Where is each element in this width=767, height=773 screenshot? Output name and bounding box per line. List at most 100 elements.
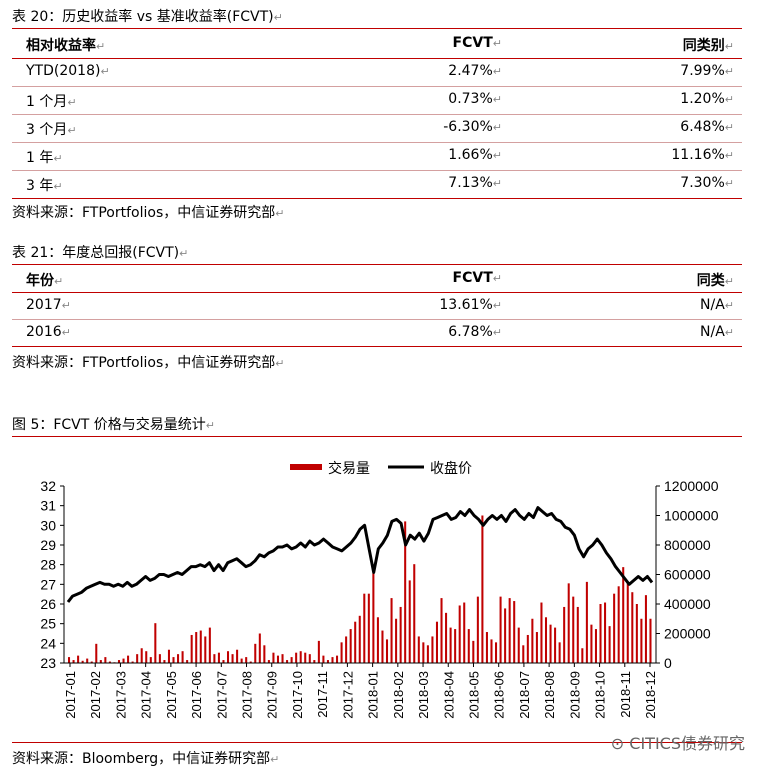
- table21-header-col3: 同类↵: [696, 273, 734, 289]
- volume-bar: [445, 612, 448, 663]
- volume-bar: [181, 651, 184, 663]
- table21-row: 2016↵ 6.78%↵ N/A↵: [12, 320, 742, 348]
- volume-bar: [644, 595, 647, 663]
- volume-bar: [127, 655, 130, 663]
- table20-caption: 表 20：历史收益率 vs 基准收益率(FCVT)↵: [12, 9, 283, 25]
- volume-bar: [517, 627, 520, 663]
- volume-bar: [381, 630, 384, 663]
- volume-bar: [604, 602, 607, 663]
- volume-bar: [399, 606, 402, 663]
- volume-bar: [304, 652, 307, 663]
- figure5-top-rule: [12, 436, 742, 437]
- volume-bar: [199, 630, 202, 663]
- volume-bar: [585, 581, 588, 663]
- table21-header-col2: FCVT↵: [452, 270, 502, 286]
- x-tick-label: 2018-01: [366, 671, 381, 719]
- volume-bar: [426, 645, 429, 663]
- volume-bar: [163, 660, 166, 663]
- volume-bar: [354, 621, 357, 663]
- volume-bar: [149, 657, 152, 663]
- volume-bar: [86, 658, 89, 663]
- left-tick-label: 30: [40, 517, 56, 533]
- table21-top-rule: [12, 264, 742, 265]
- volume-bar: [190, 634, 193, 663]
- volume-bar: [563, 606, 566, 663]
- table20-row-rule: [12, 198, 742, 199]
- volume-bar: [613, 593, 616, 663]
- x-tick-label: 2018-10: [593, 671, 608, 719]
- table20-cell-col3: 1.20%↵: [680, 91, 734, 107]
- table20-cell-col1: 1 年↵: [26, 150, 63, 166]
- left-tick-label: 23: [40, 655, 56, 671]
- left-tick-label: 27: [40, 576, 56, 592]
- volume-bar: [417, 636, 420, 663]
- volume-bar: [136, 654, 139, 663]
- volume-bar: [594, 629, 597, 663]
- volume-bar: [122, 658, 125, 663]
- price-line-group: [66, 506, 654, 603]
- right-tick-label: 200000: [664, 626, 711, 642]
- volume-bar: [390, 598, 393, 663]
- volume-bar: [276, 655, 280, 663]
- volume-bar: [308, 654, 311, 663]
- right-tick-label: 0: [664, 655, 672, 671]
- chart-axes: 23 24 25 26 27 28 29 30 31 32 0 200000 400000 600000 8…: [40, 478, 718, 719]
- volume-bar: [558, 642, 561, 663]
- right-tick-label: 600000: [664, 567, 711, 583]
- volume-bar: [177, 654, 180, 663]
- volume-bar: [81, 660, 84, 663]
- volume-bar: [131, 661, 134, 663]
- table21-cell-col3: N/A↵: [700, 324, 734, 340]
- volume-bar: [331, 657, 334, 663]
- table21-header-rule: [12, 292, 742, 293]
- volume-bar: [72, 660, 75, 663]
- volume-bar: [549, 624, 552, 663]
- table20-cell-col2: 0.73%↵: [448, 91, 502, 107]
- volume-bar: [463, 602, 466, 663]
- x-tick-label: 2018-08: [542, 671, 557, 719]
- table20-row-rule: [12, 170, 742, 171]
- table20-source: 资料来源：FTPortfolios，中信证券研究部↵: [12, 205, 285, 221]
- volume-bar: [299, 651, 302, 663]
- x-tick-label: 2017-12: [340, 671, 355, 719]
- table20-cell-col1: 3 年↵: [26, 178, 63, 194]
- volume-bar: [508, 598, 511, 663]
- table20-cell-col2: -6.30%↵: [443, 119, 502, 135]
- volume-bar: [208, 627, 211, 663]
- table20-cell-col3: 11.16%↵: [671, 147, 734, 163]
- table20-cell-col1: 3 个月↵: [26, 122, 77, 138]
- table21-source: 资料来源：FTPortfolios，中信证券研究部↵: [12, 355, 285, 371]
- legend-price-label: 收盘价: [430, 460, 472, 477]
- x-tick-label: 2018-06: [492, 671, 507, 719]
- volume-bar: [90, 661, 93, 663]
- volume-bar: [472, 640, 475, 663]
- x-tick-label: 2018-07: [517, 671, 532, 719]
- volume-bar: [349, 629, 352, 663]
- right-tick-label: 800000: [664, 537, 711, 553]
- volume-bar: [413, 564, 416, 663]
- volume-bar: [217, 652, 220, 663]
- volume-bar: [408, 580, 411, 663]
- x-tick-label: 2017-05: [164, 671, 179, 719]
- volume-bar: [367, 593, 370, 663]
- x-tick-label: 2017-07: [214, 671, 229, 719]
- table20-cell-col2: 2.47%↵: [448, 63, 502, 79]
- x-tick-label: 2017-03: [113, 671, 128, 719]
- volume-bar: [422, 642, 425, 663]
- volume-bar: [626, 581, 629, 663]
- wechat-icon: ⊙: [610, 734, 630, 753]
- legend-volume-swatch: [290, 464, 322, 470]
- volume-bar: [326, 660, 329, 663]
- table20-cell-col3: 7.30%↵: [680, 175, 734, 191]
- table20-header-col1: 相对收益率↵: [26, 38, 106, 54]
- volume-bar: [99, 660, 102, 663]
- volume-bar: [495, 642, 498, 663]
- table21-header-col1: 年份↵: [26, 273, 64, 289]
- volume-bar: [322, 655, 325, 663]
- volume-bar: [599, 604, 602, 663]
- volume-bar: [358, 615, 361, 663]
- volume-bar: [158, 654, 161, 663]
- table21-header-row: 年份↵ FCVT↵ 同类↵: [12, 266, 742, 294]
- right-tick-label: 400000: [664, 596, 711, 612]
- volume-bar: [213, 654, 216, 663]
